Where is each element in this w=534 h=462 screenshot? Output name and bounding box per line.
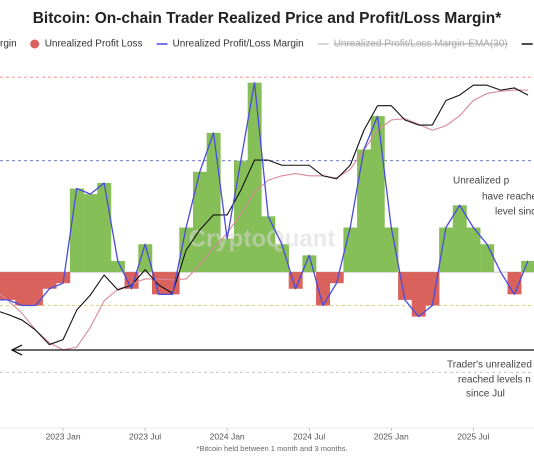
price-line	[0, 84, 529, 346]
bar	[206, 132, 221, 273]
top-layer: 2023 Jan 2023 Jul 2024 Jan 2024 Jul 2025 Jan…	[0, 39, 534, 441]
bar	[439, 227, 454, 273]
bar	[69, 188, 84, 273]
chart-title: Bitcoin: On-chain Trader Realized Price …	[33, 10, 503, 27]
bar	[452, 205, 467, 273]
legend-label: rgin	[0, 39, 17, 50]
bar	[343, 227, 358, 273]
bar	[521, 260, 534, 273]
x-tick-label: 2023 Jan	[46, 431, 81, 441]
bar	[234, 160, 248, 273]
bar	[0, 272, 2, 300]
annotation: have reache	[482, 192, 534, 203]
lines-layer	[0, 82, 529, 351]
annotation: level sinc	[495, 207, 534, 218]
bar	[15, 272, 30, 306]
bar	[261, 216, 276, 273]
bar	[192, 171, 207, 273]
bar	[97, 182, 112, 273]
bar	[247, 82, 262, 273]
annotation: since Jul	[466, 389, 505, 400]
bar	[411, 272, 426, 317]
bar	[370, 116, 385, 273]
x-tick-label: 2023 Jul	[129, 431, 161, 441]
bar	[220, 238, 235, 273]
x-tick-label: 2024 Jul	[293, 431, 325, 441]
bar	[357, 149, 372, 273]
bars-layer	[0, 82, 534, 317]
bar	[466, 227, 481, 273]
bar	[425, 272, 440, 306]
bar	[329, 272, 344, 284]
bar	[151, 272, 166, 295]
annotation: reached levels n	[458, 375, 531, 386]
bar	[275, 244, 289, 273]
price-line	[0, 89, 528, 351]
bar	[1, 272, 16, 300]
legend-label: Unrealized Profit Loss	[45, 39, 143, 50]
x-tick-label: 2025 Jan	[374, 431, 409, 441]
legend-label: Unrealized Profit/Loss Margin-EMA(30)	[334, 39, 508, 50]
legend-label: Unrealized Profit/Loss Margin	[173, 39, 304, 50]
bar	[384, 227, 399, 273]
arrow-head	[10, 344, 23, 356]
annotation: Trader's unrealized	[447, 360, 532, 371]
x-tick-label: 2025 Jul	[457, 431, 489, 441]
watermark: CryptoQuant	[189, 225, 336, 252]
bar	[480, 244, 495, 273]
bar	[110, 260, 125, 273]
bar	[316, 272, 331, 306]
margin-line	[0, 82, 529, 318]
bar	[83, 194, 98, 273]
bar	[28, 272, 43, 306]
bar	[42, 272, 57, 289]
footnote: *Bitcoin held between 1 month and 3 mont…	[197, 444, 348, 453]
x-tick-label: 2024 Jan	[210, 431, 245, 441]
annotation: Unrealized p	[453, 176, 510, 187]
legend-marker	[30, 39, 40, 49]
bar	[138, 244, 153, 273]
